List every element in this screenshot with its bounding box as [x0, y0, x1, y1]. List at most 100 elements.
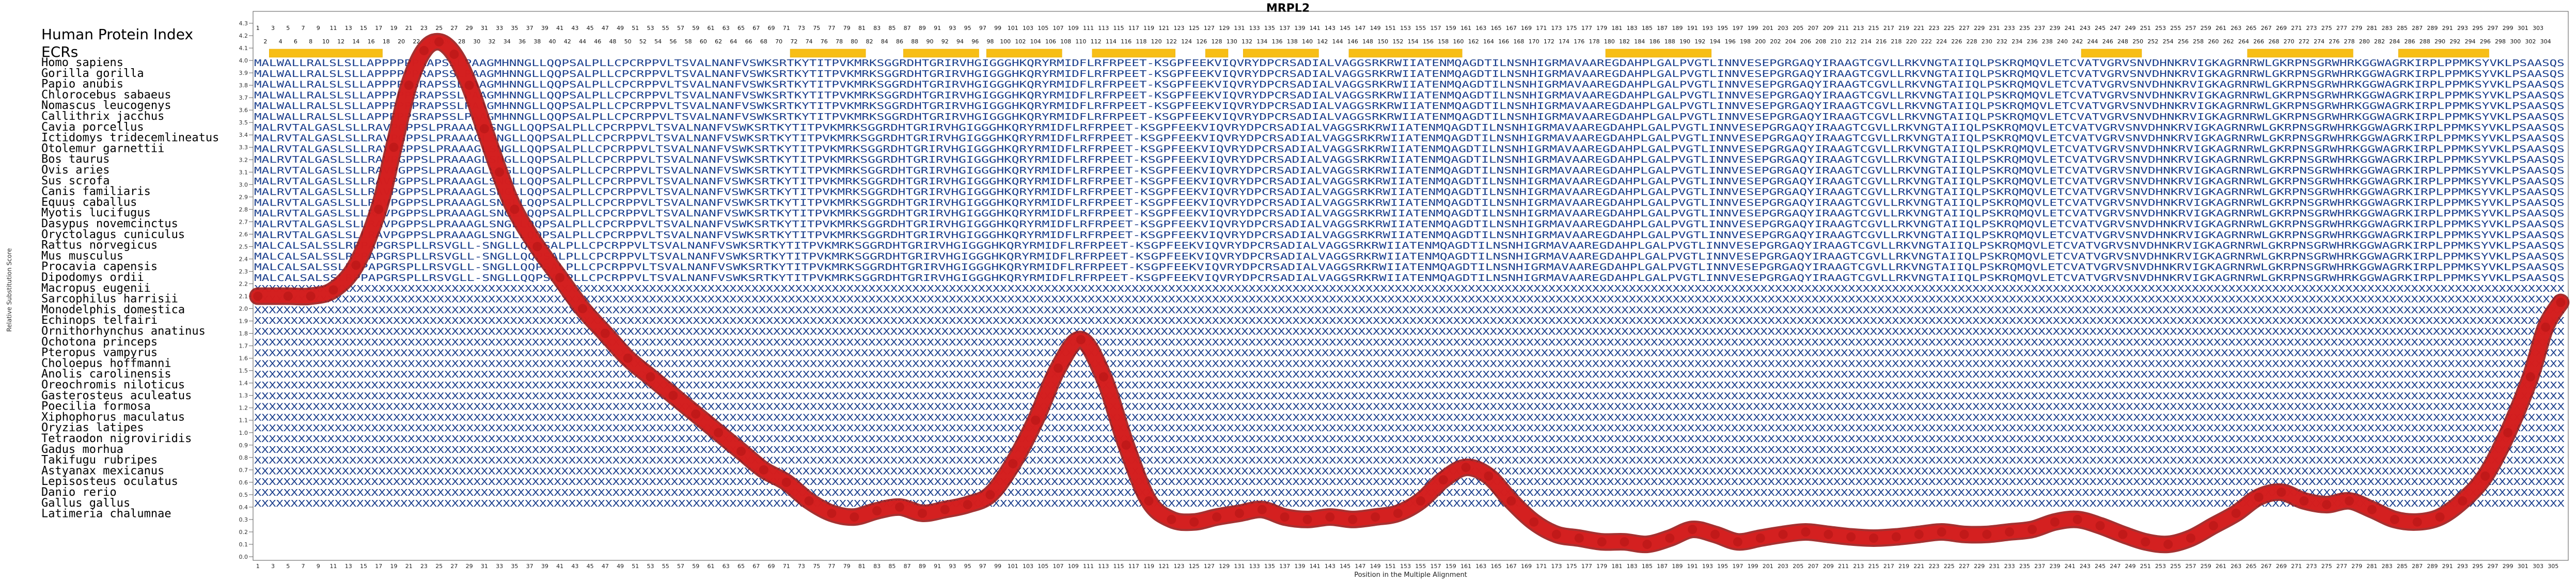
- x-tick-label: 41: [556, 563, 563, 570]
- human-index-top: 211: [1838, 25, 1849, 32]
- x-tick-label: 15: [360, 563, 367, 570]
- human-index-top: 89: [919, 25, 926, 32]
- human-index-top: 171: [1536, 25, 1547, 32]
- human-index-top: 177: [1581, 25, 1592, 32]
- x-tick-label: 171: [1536, 563, 1547, 570]
- human-index-top: 153: [1400, 25, 1411, 32]
- score-point: [351, 260, 361, 270]
- x-tick-label: 17: [375, 563, 382, 570]
- x-tick-label: 251: [2140, 563, 2151, 570]
- x-tick-label: 75: [813, 563, 820, 570]
- x-tick-label: 205: [1793, 563, 1803, 570]
- species-name: Papio anubis: [41, 78, 123, 91]
- score-point: [2254, 492, 2264, 502]
- human-index-top: 161: [1460, 25, 1471, 32]
- human-index-top: 245: [2095, 25, 2106, 32]
- score-point: [1031, 415, 1041, 425]
- human-index-top: 255: [2170, 25, 2181, 32]
- x-tick-label: 267: [2261, 563, 2272, 570]
- alignment-row: XXXXXXXXXXXXXXXXXXXXXXXXXXXXXXXXXXXXXXXX…: [254, 445, 2565, 456]
- human-index-bottom: 80: [851, 38, 858, 45]
- species-name: Ornithorhynchus anatinus: [41, 325, 206, 338]
- score-point: [434, 37, 444, 46]
- human-index-top: 25: [435, 25, 443, 32]
- x-tick-label: 163: [1475, 563, 1486, 570]
- alignment-row: MALWALLRALSLSLLAPPPPPSRAPSSLPAAGMHNNGLLQ…: [254, 90, 2565, 101]
- x-tick-label: 21: [405, 563, 413, 570]
- human-index-top: 281: [2366, 25, 2377, 32]
- x-tick-label: 39: [541, 563, 548, 570]
- x-tick-label: 297: [2487, 563, 2498, 570]
- human-index-top: 259: [2201, 25, 2211, 32]
- x-tick-label: 27: [450, 563, 458, 570]
- y-tick-label: 2.9: [239, 194, 248, 200]
- alignment-row: XXXXXXXXXXXXXXXXXXXXXXXXXXXXXXXXXXXXXXXX…: [254, 391, 2565, 402]
- human-index-top: 141: [1310, 25, 1321, 32]
- ecr-bar: [986, 49, 1062, 58]
- x-tick-label: 1: [256, 563, 260, 570]
- human-index-top: 173: [1551, 25, 1562, 32]
- x-tick-label: 261: [2216, 563, 2226, 570]
- human-index-top: 43: [571, 25, 578, 32]
- score-point: [2322, 500, 2332, 510]
- x-tick-label: 235: [2019, 563, 2030, 570]
- x-tick-label: 23: [420, 563, 428, 570]
- ecr-bar: [2398, 49, 2489, 58]
- human-index-top: 29: [466, 25, 473, 32]
- score-point: [1371, 512, 1380, 522]
- human-index-bottom: 180: [1604, 38, 1615, 45]
- human-index-bottom: 104: [1030, 38, 1041, 45]
- x-tick-label: 165: [1490, 563, 1501, 570]
- human-index-bottom: 30: [473, 38, 480, 45]
- alignment-row: XXXXXXXXXXXXXXXXXXXXXXXXXXXXXXXXXXXXXXXX…: [254, 413, 2565, 423]
- species-name: Xiphophorus maculatus: [41, 411, 185, 423]
- human-index-bottom: 152: [1392, 38, 1403, 45]
- human-index-top: 243: [2080, 25, 2091, 32]
- human-index-bottom: 84: [881, 38, 888, 45]
- score-point: [1529, 517, 1539, 527]
- score-point: [2276, 488, 2286, 497]
- human-index-bottom: 200: [1755, 38, 1766, 45]
- score-point: [623, 353, 633, 363]
- x-tick-label: 175: [1566, 563, 1577, 570]
- human-index-top: 53: [647, 25, 654, 32]
- x-tick-label: 69: [767, 563, 775, 570]
- human-index-bottom: 292: [2449, 38, 2460, 45]
- alignment-row: XXXXXXXXXXXXXXXXXXXXXXXXXXXXXXXXXXXXXXXX…: [254, 316, 2565, 326]
- human-index-top: 265: [2245, 25, 2256, 32]
- human-index-top: 127: [1204, 25, 1215, 32]
- species-name: Latimeria chalumnae: [41, 508, 171, 521]
- x-tick-label: 245: [2095, 563, 2106, 570]
- human-index-bottom: 56: [669, 38, 677, 45]
- score-point: [985, 490, 995, 499]
- y-tick-label: 3.2: [239, 156, 248, 163]
- human-index-top: 163: [1475, 25, 1486, 32]
- x-tick-label: 191: [1687, 563, 1698, 570]
- human-index-top: 135: [1264, 25, 1275, 32]
- alignment-row: XXXXXXXXXXXXXXXXXXXXXXXXXXXXXXXXXXXXXXXX…: [254, 456, 2565, 466]
- human-index-top: 113: [1098, 25, 1109, 32]
- human-index-top: 155: [1415, 25, 1426, 32]
- x-tick-label: 111: [1083, 563, 1094, 570]
- y-tick-label: 4.1: [239, 45, 248, 52]
- x-tick-label: 63: [722, 563, 730, 570]
- alignment-row: XXXXXXXXXXXXXXXXXXXXXXXXXXXXXXXXXXXXXXXX…: [254, 327, 2565, 337]
- human-index-bottom: 86: [896, 38, 903, 45]
- human-index-top: 303: [2533, 25, 2543, 32]
- human-index-top: 91: [934, 25, 941, 32]
- human-index-top: 49: [617, 25, 624, 32]
- x-tick-label: 213: [1853, 563, 1864, 570]
- human-index-top: 191: [1687, 25, 1698, 32]
- x-tick-label: 295: [2472, 563, 2483, 570]
- human-index-bottom: 296: [2480, 38, 2491, 45]
- x-tick-label: 131: [1234, 563, 1245, 570]
- score-point: [1076, 335, 1086, 344]
- human-index-bottom: 270: [2284, 38, 2295, 45]
- score-point: [736, 446, 746, 456]
- x-tick-label: 155: [1415, 563, 1426, 570]
- x-tick-label: 299: [2503, 563, 2514, 570]
- x-tick-label: 55: [662, 563, 669, 570]
- human-index-top: 11: [330, 25, 337, 32]
- human-index-bottom: 154: [1408, 38, 1419, 45]
- score-point: [1484, 471, 1494, 481]
